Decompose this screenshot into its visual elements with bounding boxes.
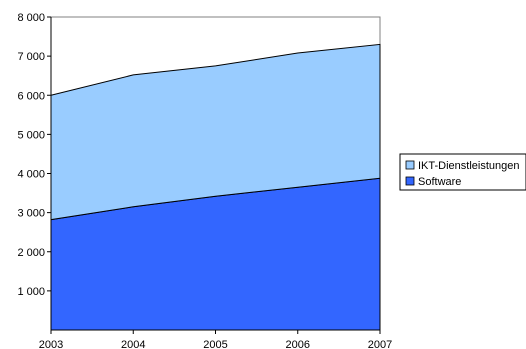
y-tick-label: 8 000	[17, 12, 45, 24]
legend-swatch-ikt	[405, 160, 415, 170]
legend-swatch-software	[405, 176, 415, 186]
x-tick-label: 2005	[203, 339, 227, 349]
area-series-ikt-dienstleistungen	[50, 43, 381, 221]
y-tick-label: 3 000	[17, 208, 45, 220]
y-axis-ticks: 1 000 2 000 3 000 4 000 5 000 6 000 7 000 8 000	[17, 12, 51, 298]
x-axis-ticks: 2003 2004 2005 2006 2007	[39, 330, 392, 349]
y-tick-label: 7 000	[17, 51, 45, 63]
legend: IKT-Dienstleistungen Software	[399, 153, 526, 191]
x-tick-label: 2006	[286, 339, 310, 349]
x-tick-label: 2003	[39, 339, 63, 349]
series-areas	[50, 43, 381, 331]
legend-label-software: Software	[418, 176, 461, 188]
y-tick-label: 1 000	[17, 286, 45, 298]
x-tick-label: 2007	[368, 339, 392, 349]
y-tick-label: 4 000	[17, 169, 45, 181]
y-tick-label: 6 000	[17, 90, 45, 102]
y-tick-label: 2 000	[17, 247, 45, 259]
y-tick-label: 5 000	[17, 129, 45, 141]
x-tick-label: 2004	[121, 339, 145, 349]
legend-box	[399, 153, 526, 191]
legend-label-ikt: IKT-Dienstleistungen	[418, 160, 520, 172]
